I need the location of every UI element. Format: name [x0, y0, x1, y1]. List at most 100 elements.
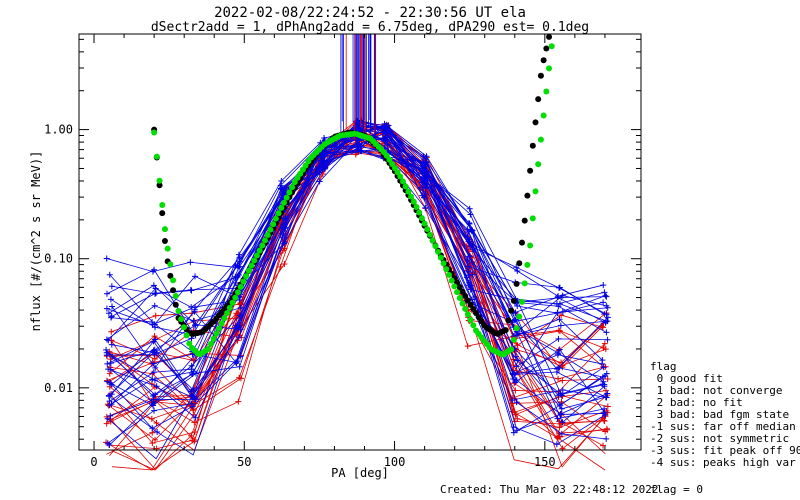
fit-point-green [464, 311, 471, 318]
trace-blue [106, 150, 607, 326]
fit-point-green [513, 325, 520, 332]
data-marker [316, 178, 323, 185]
data-marker [232, 279, 239, 286]
data-marker [602, 346, 609, 353]
data-marker [234, 358, 241, 365]
trace-blue [108, 127, 605, 330]
fit-point-green [170, 277, 177, 284]
fit-point-black [159, 210, 166, 217]
data-marker [603, 311, 610, 318]
data-marker [553, 300, 560, 307]
fit-point-green [408, 193, 415, 200]
trace-red [106, 137, 603, 382]
fit-point-green [186, 340, 193, 347]
data-marker [420, 161, 427, 168]
data-marker [150, 347, 157, 354]
data-marker [419, 184, 426, 191]
fit-point-green [532, 188, 539, 195]
fit-point-black [516, 260, 523, 267]
data-marker [419, 167, 426, 174]
data-marker [514, 427, 521, 434]
data-marker [558, 312, 565, 319]
data-marker [236, 254, 243, 261]
data-marker [381, 128, 388, 135]
data-marker [553, 369, 560, 376]
data-marker [236, 263, 243, 270]
data-marker [559, 445, 566, 452]
data-marker [603, 293, 610, 300]
fit-point-green [272, 215, 279, 222]
data-marker [602, 428, 609, 435]
fit-point-black [537, 72, 544, 79]
data-marker [556, 327, 563, 334]
fit-point-green [448, 277, 455, 284]
fit-point-green [232, 294, 239, 301]
data-marker [103, 305, 110, 312]
data-marker [514, 331, 521, 338]
data-marker [104, 360, 111, 367]
data-marker [149, 268, 156, 275]
fit-point-green [248, 262, 255, 269]
fit-point-black [524, 192, 531, 199]
fit-point-green [216, 325, 223, 332]
trace-blue [110, 130, 604, 336]
x-tick-label: 100 [384, 455, 406, 469]
trace-red [111, 130, 606, 471]
fit-point-black [464, 297, 471, 304]
data-marker [555, 350, 562, 357]
footer-flag: flag = 0 [650, 483, 703, 496]
data-marker [465, 282, 472, 289]
trace-red [109, 142, 606, 410]
x-tick-label: 150 [534, 455, 556, 469]
fit-point-green [405, 188, 412, 195]
fit-point-black [518, 239, 525, 246]
data-marker [152, 364, 159, 371]
fit-point-black [521, 217, 528, 224]
fit-point-green [253, 252, 260, 259]
data-marker [190, 406, 197, 413]
fit-point-green [402, 183, 409, 190]
chart-title: 2022-02-08/22:24:52 - 22:30:56 UT ela [214, 5, 526, 21]
fit-point-green [424, 226, 431, 233]
fit-point-green [262, 237, 269, 244]
data-marker [513, 264, 520, 271]
data-marker [556, 346, 563, 353]
data-marker [191, 306, 198, 313]
data-marker [601, 381, 608, 388]
fit-point-green [270, 221, 277, 228]
data-marker [321, 135, 328, 142]
data-marker [106, 271, 113, 278]
fit-point-green [456, 294, 463, 301]
fit-point-green [529, 215, 536, 222]
fit-point-green [243, 273, 250, 280]
data-marker [151, 333, 158, 340]
fit-point-green [178, 316, 185, 323]
fit-point-green [183, 332, 190, 339]
data-marker [466, 236, 473, 243]
data-marker [555, 392, 562, 399]
fit-point-green [234, 289, 241, 296]
fit-point-green [267, 226, 274, 233]
data-marker [277, 182, 284, 189]
data-marker [602, 373, 609, 380]
data-marker [467, 253, 474, 260]
x-tick-label: 50 [237, 455, 251, 469]
fit-curves [151, 33, 555, 358]
y-axis-label: nflux [#/(cm^2 s sr MeV)] [29, 151, 43, 332]
data-marker [384, 141, 391, 148]
fit-point-green [175, 307, 182, 314]
fit-point-black [543, 45, 550, 52]
axes: 0 50 100 150 0.01 0.10 1.00 [44, 34, 641, 469]
fit-point-black [505, 317, 512, 324]
data-marker [103, 352, 110, 359]
data-marker [152, 324, 159, 331]
data-marker [604, 336, 611, 343]
fit-point-black [540, 57, 547, 64]
fit-point-green [454, 289, 461, 296]
data-marker [599, 357, 606, 364]
fit-point-green [440, 260, 447, 267]
data-marker [104, 378, 111, 385]
fit-point-green [291, 179, 298, 186]
data-layer [103, 34, 611, 471]
fit-point-green [286, 189, 293, 196]
